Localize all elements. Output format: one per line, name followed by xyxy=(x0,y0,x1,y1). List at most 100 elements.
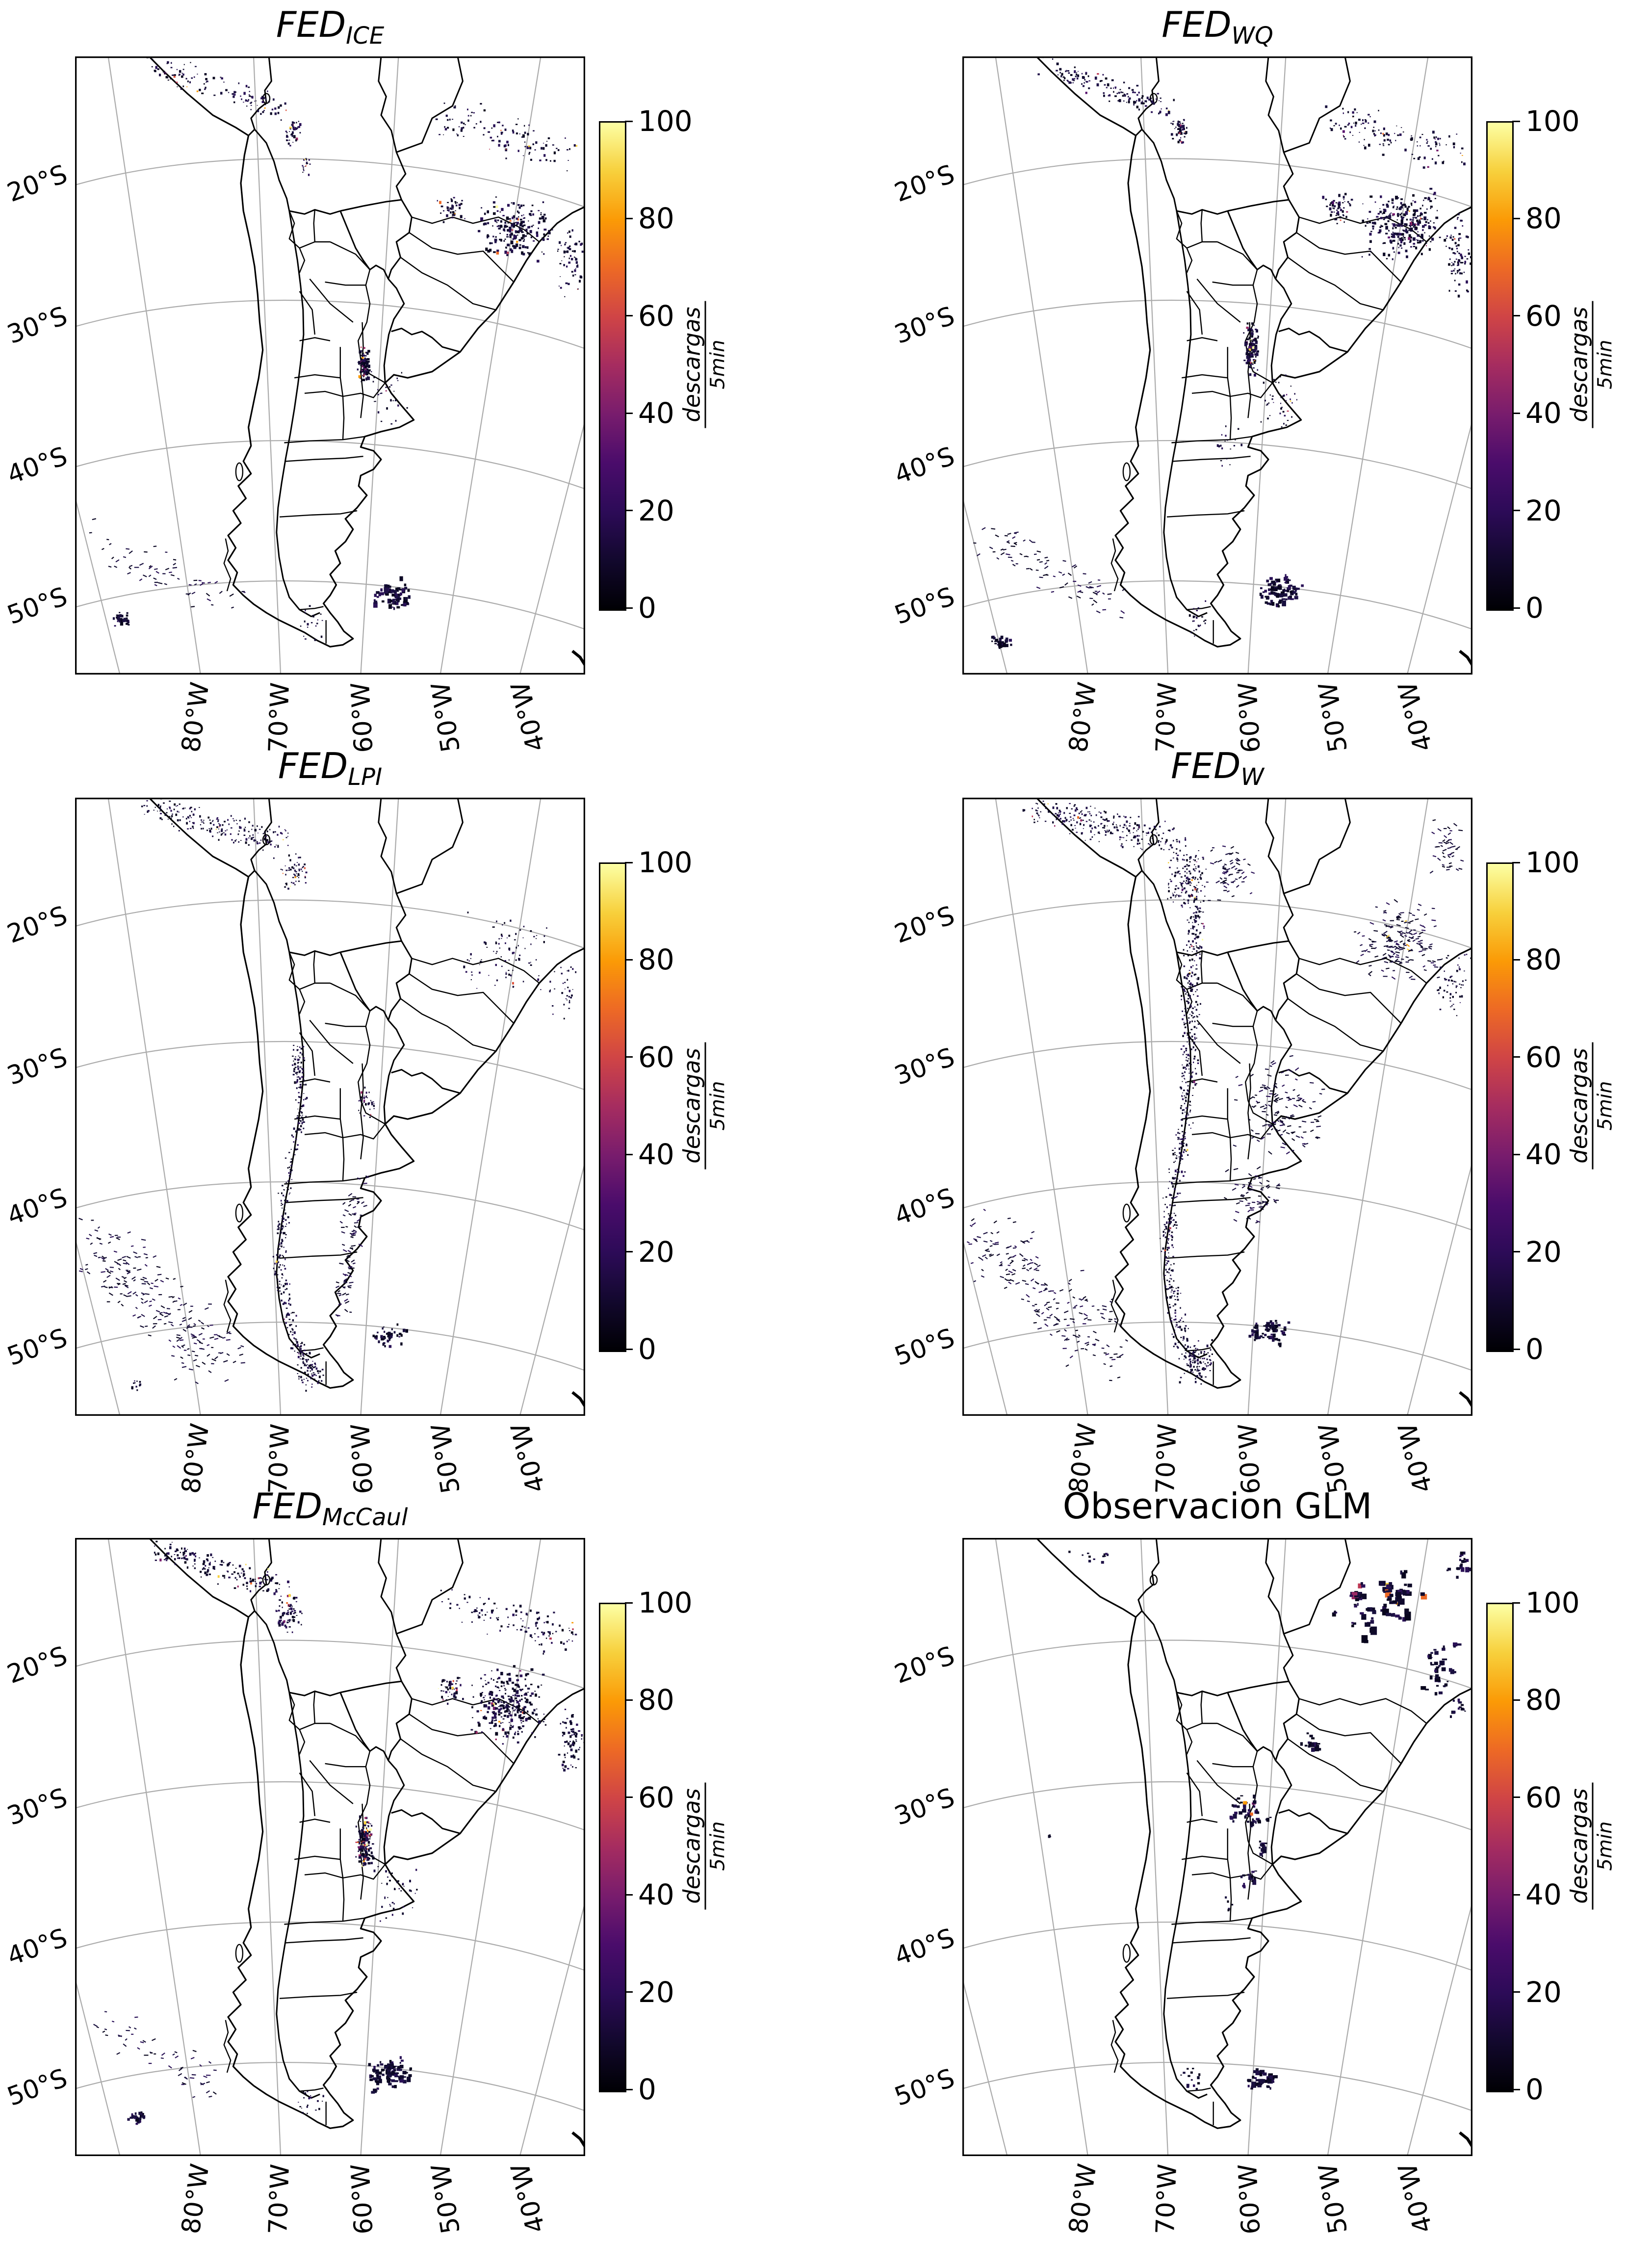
lon-tick-label: 40°W xyxy=(1393,679,1439,755)
colorbar-tick xyxy=(1512,413,1520,414)
panel-title-subscript: ICE xyxy=(346,22,384,50)
graticule xyxy=(75,56,585,675)
colorbar-tick xyxy=(1512,1154,1520,1155)
lat-tick-label: 20°S xyxy=(884,159,958,210)
colorbar-tick xyxy=(625,1349,633,1350)
colorbar xyxy=(599,121,626,611)
colorbar-tick-label: 20 xyxy=(638,1978,674,2006)
panel-title: FEDLPI xyxy=(75,744,585,799)
graticule xyxy=(962,1538,1472,2156)
map-canvas-fed_wq xyxy=(962,56,1472,675)
colorbar-tick-label: 80 xyxy=(1525,204,1562,233)
panel-title-main: FED xyxy=(1171,745,1240,786)
colorbar-unit-numerator: descargas xyxy=(679,307,705,422)
colorbar-tick xyxy=(1512,862,1520,863)
panel-title-subscript: WQ xyxy=(1232,22,1273,50)
colorbar-tick-label: 0 xyxy=(1525,2075,1544,2104)
colorbar-tick xyxy=(1512,1056,1520,1058)
lon-tick-label: 60°W xyxy=(1233,681,1266,754)
colorbar-tick-label: 60 xyxy=(638,302,674,330)
colorbar-tick xyxy=(1512,1349,1520,1350)
colorbar-tick xyxy=(1512,315,1520,316)
colorbar-tick xyxy=(1512,510,1520,511)
map-canvas-fed_lpi xyxy=(75,798,585,1416)
colorbar-tick-label: 20 xyxy=(1525,1238,1562,1266)
lat-tick-label: 20°S xyxy=(0,901,71,952)
colorbar xyxy=(1486,121,1514,611)
lon-tick-label: 40°W xyxy=(506,2160,551,2236)
colorbar-tick-label: 100 xyxy=(638,107,693,135)
lat-tick-label: 50°S xyxy=(0,2063,71,2114)
lat-tick-label: 40°S xyxy=(0,1923,71,1974)
colorbar xyxy=(1486,862,1514,1352)
lon-tick-label: 40°W xyxy=(1393,2160,1439,2236)
colorbar-tick xyxy=(1512,607,1520,609)
colorbar-tick xyxy=(625,1056,633,1058)
panel-title-main: FED xyxy=(253,1485,322,1527)
colorbar xyxy=(1486,1603,1514,2092)
colorbar-tick xyxy=(625,1894,633,1896)
colorbar-unit-numerator: descargas xyxy=(1567,307,1592,422)
lat-tick-label: 30°S xyxy=(0,301,71,352)
lat-tick-label: 40°S xyxy=(0,441,71,492)
colorbar-tick-label: 20 xyxy=(1525,496,1562,525)
lat-tick-label: 40°S xyxy=(884,1923,958,1974)
colorbar-tick-label: 20 xyxy=(638,1238,674,1266)
colorbar-tick xyxy=(625,1251,633,1252)
colorbar-unit-numerator: descargas xyxy=(679,1788,705,1903)
colorbar-tick xyxy=(625,413,633,414)
colorbar-tick-label: 0 xyxy=(638,1335,656,1363)
fed-data-specks xyxy=(973,56,1472,649)
lat-tick-label: 50°S xyxy=(0,582,71,633)
colorbar-tick-label: 20 xyxy=(638,496,674,525)
panel-title: Observacion GLM xyxy=(962,1484,1472,1528)
colorbar-tick-label: 0 xyxy=(638,594,656,622)
lon-tick-label: 80°W xyxy=(176,2162,215,2236)
colorbar-tick xyxy=(1512,1699,1520,1701)
colorbar-tick xyxy=(1512,1991,1520,1993)
lon-tick-label: 70°W xyxy=(263,682,295,754)
colorbar-tick xyxy=(1512,1796,1520,1798)
lat-tick-label: 50°S xyxy=(0,1323,71,1374)
panel-title-subscript: McCaul xyxy=(322,1504,408,1531)
lat-tick-label: 30°S xyxy=(884,1042,958,1093)
colorbar-unit-denominator: 5min xyxy=(1594,340,1617,390)
colorbar-tick xyxy=(625,1699,633,1701)
colorbar-tick xyxy=(1512,1894,1520,1896)
panel-title-main: FED xyxy=(1162,4,1231,45)
lat-tick-label: 20°S xyxy=(0,159,71,210)
fed-data-specks xyxy=(93,1538,585,2125)
colorbar-tick xyxy=(1512,1602,1520,1604)
map-canvas-obs_glm xyxy=(962,1538,1472,2156)
panel-title-main: FED xyxy=(278,745,348,786)
lon-tick-label: 70°W xyxy=(1151,682,1183,754)
colorbar-tick-label: 20 xyxy=(1525,1978,1562,2006)
colorbar xyxy=(599,1603,626,2092)
colorbar-tick-label: 100 xyxy=(1525,848,1580,877)
colorbar-tick-label: 100 xyxy=(638,1588,693,1617)
colorbar-tick-label: 60 xyxy=(1525,302,1562,330)
colorbar-unit-numerator: descargas xyxy=(1567,1788,1592,1903)
lat-tick-label: 50°S xyxy=(884,582,958,633)
panel-title: FEDMcCaul xyxy=(75,1484,585,1539)
colorbar-tick xyxy=(625,959,633,961)
lon-tick-label: 50°W xyxy=(1313,680,1353,754)
colorbar-tick-label: 40 xyxy=(1525,399,1562,427)
lat-tick-label: 30°S xyxy=(884,301,958,352)
panel-title-main: FED xyxy=(276,4,346,45)
colorbar-tick xyxy=(625,607,633,609)
lat-tick-label: 20°S xyxy=(884,1641,958,1692)
colorbar-tick-label: 80 xyxy=(1525,1686,1562,1714)
colorbar-tick xyxy=(625,2089,633,2090)
colorbar-tick-label: 40 xyxy=(1525,1140,1562,1169)
